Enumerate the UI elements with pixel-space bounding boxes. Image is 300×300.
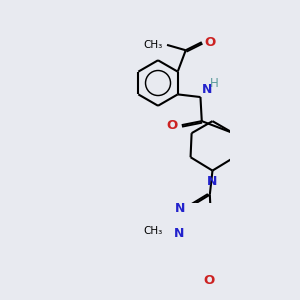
- Text: O: O: [204, 274, 215, 286]
- Text: O: O: [167, 118, 178, 132]
- Text: N: N: [173, 227, 184, 240]
- Text: CH₃: CH₃: [144, 40, 163, 50]
- Text: N: N: [175, 202, 185, 214]
- Text: H: H: [210, 77, 219, 90]
- Text: N: N: [207, 175, 218, 188]
- Text: N: N: [202, 83, 212, 96]
- Text: CH₃: CH₃: [143, 226, 163, 236]
- Text: O: O: [205, 36, 216, 49]
